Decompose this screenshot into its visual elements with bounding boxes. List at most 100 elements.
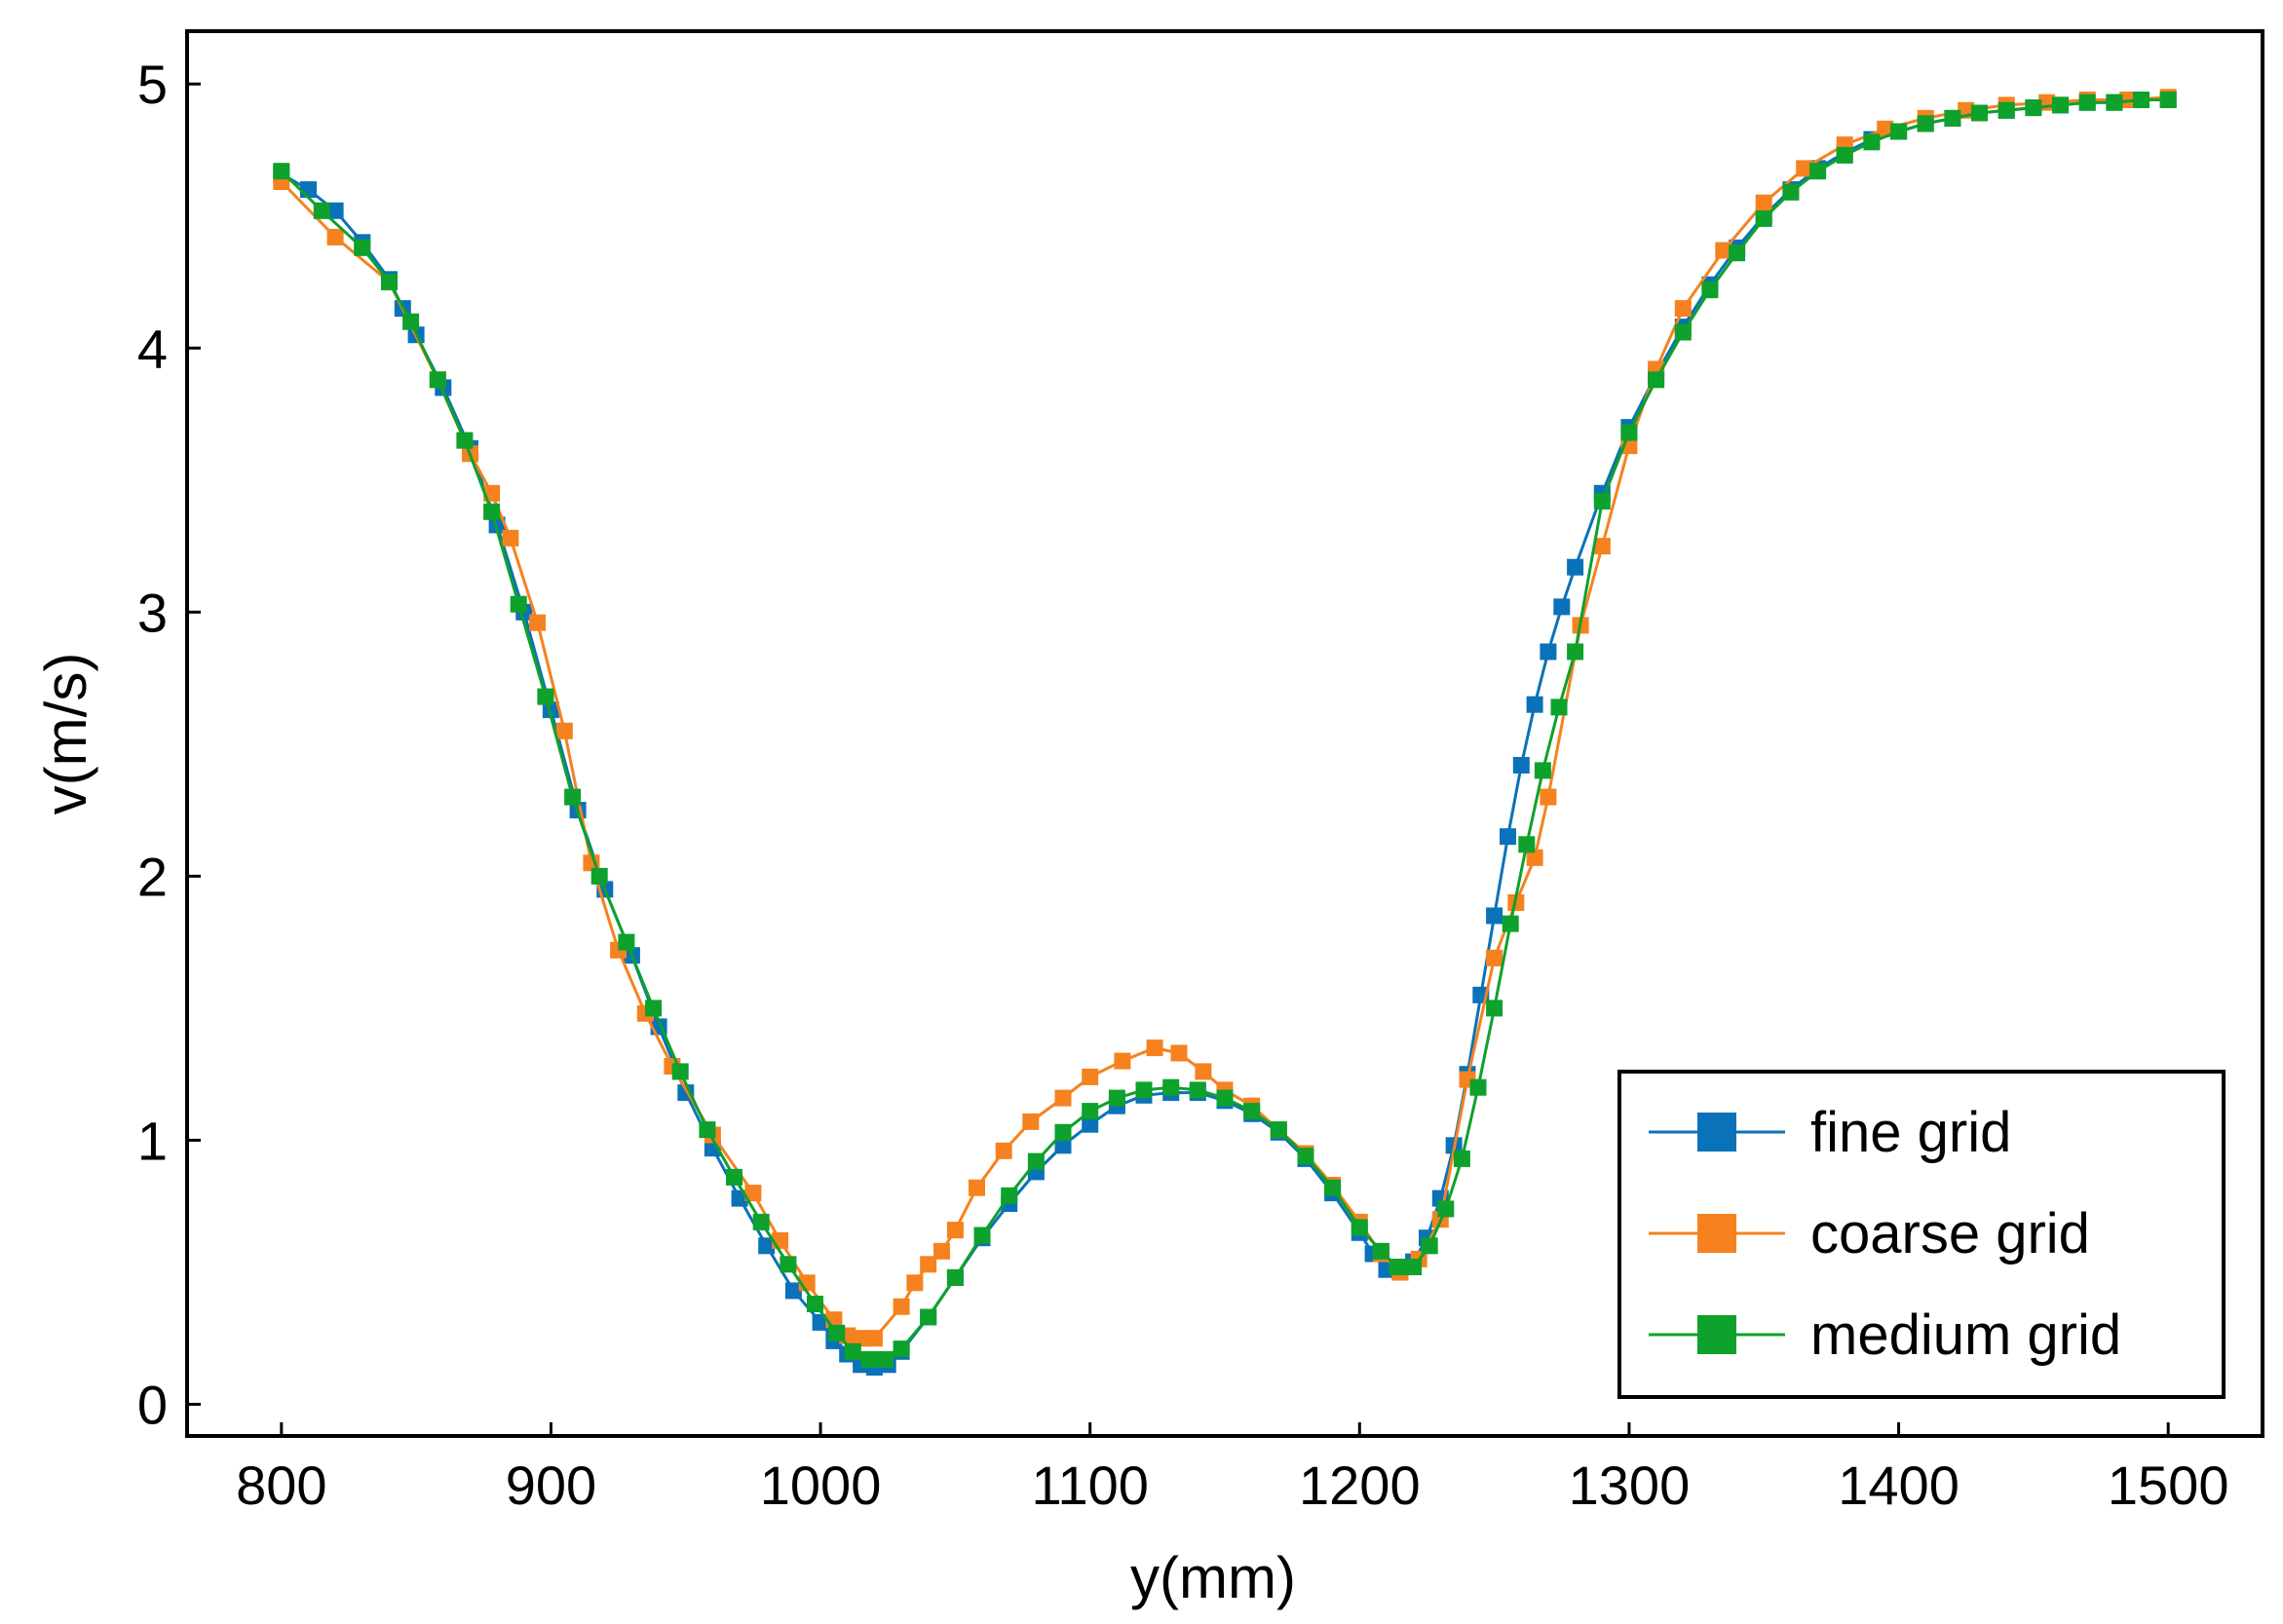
data-point-coarse-grid [1715, 242, 1732, 259]
y-axis-title: v(m/s) [33, 653, 98, 815]
data-point-medium-grid [381, 274, 398, 290]
data-point-medium-grid [313, 202, 330, 219]
data-point-coarse-grid [946, 1222, 964, 1239]
data-point-fine-grid [784, 1282, 802, 1300]
series-medium-grid [273, 92, 2177, 1368]
data-point-medium-grid [2052, 96, 2069, 114]
data-point-medium-grid [671, 1063, 689, 1080]
data-point-fine-grid [300, 181, 317, 199]
data-point-medium-grid [1836, 146, 1853, 164]
data-point-medium-grid [1917, 115, 1934, 132]
data-point-coarse-grid [1114, 1052, 1131, 1070]
data-point-fine-grid [1500, 828, 1516, 846]
data-point-medium-grid [828, 1324, 846, 1341]
legend-marker-medium-grid [1697, 1315, 1736, 1354]
data-point-coarse-grid [865, 1330, 883, 1347]
data-point-medium-grid [699, 1121, 716, 1139]
y-tick-label: 2 [137, 846, 168, 907]
x-tick-label: 800 [236, 1454, 326, 1516]
data-point-medium-grid [1001, 1187, 1018, 1204]
data-point-coarse-grid [1195, 1063, 1212, 1080]
data-point-medium-grid [1971, 104, 1988, 122]
data-point-medium-grid [1593, 493, 1611, 510]
data-point-medium-grid [1755, 209, 1772, 227]
data-point-fine-grid [326, 202, 344, 219]
data-point-coarse-grid [1022, 1113, 1040, 1130]
legend-item-medium-grid: medium grid [1649, 1303, 2121, 1367]
y-tick-label: 5 [137, 54, 168, 115]
x-tick-label: 1500 [2108, 1454, 2229, 1516]
data-point-coarse-grid [995, 1142, 1012, 1159]
data-point-medium-grid [946, 1268, 964, 1286]
data-point-medium-grid [2106, 94, 2123, 111]
data-point-coarse-grid [1877, 120, 1894, 137]
data-point-medium-grid [1518, 836, 1536, 853]
data-point-medium-grid [1502, 915, 1519, 932]
data-point-medium-grid [1108, 1089, 1125, 1107]
data-point-medium-grid [1405, 1259, 1423, 1275]
data-point-fine-grid [1526, 696, 1543, 713]
data-point-medium-grid [273, 163, 290, 180]
x-tick-label: 1300 [1569, 1454, 1691, 1516]
data-point-medium-grid [1550, 699, 1568, 716]
data-point-medium-grid [1297, 1148, 1314, 1165]
data-point-fine-grid [1540, 643, 1557, 661]
data-point-coarse-grid [1674, 300, 1692, 318]
data-point-coarse-grid [1486, 949, 1503, 966]
data-point-fine-grid [1054, 1137, 1072, 1154]
data-point-medium-grid [1674, 323, 1692, 341]
x-tick-label: 1000 [760, 1454, 882, 1516]
y-tick-label: 0 [137, 1374, 168, 1435]
data-point-medium-grid [354, 239, 371, 256]
data-point-medium-grid [920, 1308, 937, 1326]
data-point-medium-grid [429, 371, 446, 389]
data-point-medium-grid [1437, 1200, 1455, 1218]
data-point-medium-grid [1944, 109, 1961, 127]
data-point-coarse-grid [893, 1298, 910, 1315]
data-point-fine-grid [758, 1237, 776, 1255]
x-tick-label: 1200 [1299, 1454, 1421, 1516]
data-point-medium-grid [1216, 1089, 1234, 1107]
data-point-coarse-grid [744, 1185, 762, 1202]
y-tick-label: 1 [137, 1110, 168, 1171]
data-point-medium-grid [1782, 183, 1800, 201]
legend: fine grid coarse grid medium grid [1617, 1070, 2226, 1399]
data-point-fine-grid [1082, 1115, 1099, 1133]
data-point-coarse-grid [1082, 1068, 1099, 1085]
data-point-coarse-grid [1054, 1089, 1072, 1107]
data-point-medium-grid [1421, 1237, 1438, 1255]
data-point-coarse-grid [326, 228, 344, 245]
data-point-medium-grid [1135, 1081, 1153, 1099]
data-point-medium-grid [877, 1350, 894, 1368]
data-point-medium-grid [537, 688, 554, 705]
data-point-medium-grid [1863, 133, 1881, 151]
data-point-medium-grid [860, 1350, 878, 1368]
data-point-medium-grid [2159, 92, 2177, 108]
data-point-medium-grid [590, 867, 608, 885]
x-tick-label: 900 [506, 1454, 596, 1516]
data-point-coarse-grid [1170, 1044, 1188, 1062]
y-tick-label: 4 [137, 318, 168, 379]
data-point-medium-grid [973, 1227, 991, 1244]
data-point-medium-grid [1809, 163, 1827, 180]
data-point-medium-grid [618, 933, 635, 951]
data-point-medium-grid [2025, 99, 2042, 117]
data-point-medium-grid [1082, 1103, 1099, 1120]
y-tick-label: 3 [137, 582, 168, 643]
data-point-medium-grid [483, 503, 501, 520]
data-point-medium-grid [807, 1296, 823, 1312]
legend-marker-coarse-grid [1697, 1214, 1736, 1253]
data-point-medium-grid [1486, 1000, 1503, 1017]
axis-layer: 800 900 1000 1100 1200 1300 1400 1500 0 1 2 3 4 5 [137, 54, 2229, 1516]
data-point-medium-grid [752, 1213, 770, 1230]
data-point-medium-grid [893, 1341, 910, 1358]
data-point-medium-grid [456, 432, 474, 449]
data-point-coarse-grid [1526, 849, 1543, 866]
data-point-medium-grid [564, 788, 582, 806]
series-layer [273, 89, 2177, 1376]
data-point-medium-grid [1372, 1242, 1389, 1260]
legend-marker-fine-grid [1697, 1113, 1736, 1152]
x-axis-title: y(mm) [1130, 1545, 1296, 1610]
data-point-medium-grid [1620, 424, 1638, 441]
data-point-medium-grid [2078, 94, 2096, 111]
